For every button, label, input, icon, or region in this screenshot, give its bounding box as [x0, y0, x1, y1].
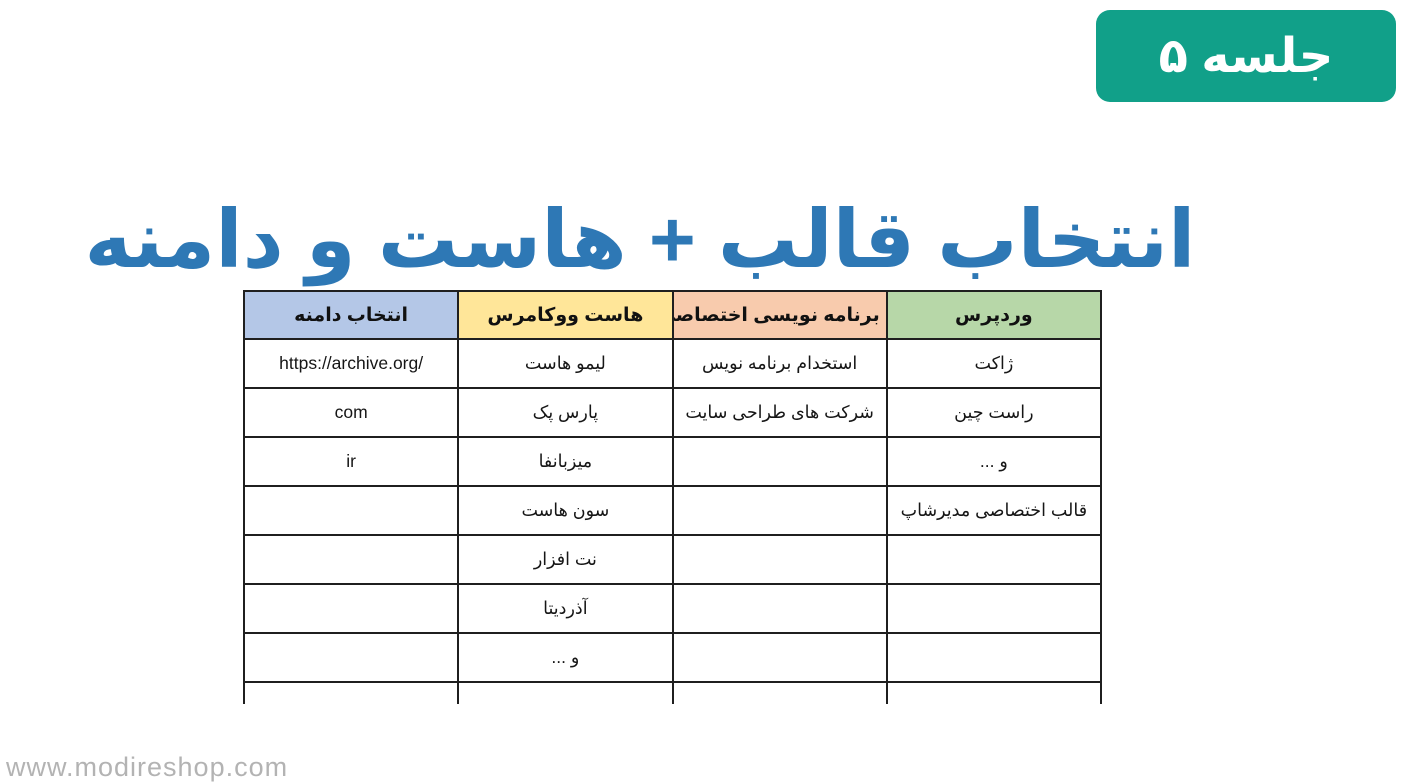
- table-header-row: وردپرس برنامه نویسی اختصاصی هاست ووکامرس…: [243, 290, 1103, 340]
- table-cell: ir: [243, 436, 460, 487]
- table-cell: لیمو هاست: [457, 338, 674, 389]
- table-cell: [243, 534, 460, 585]
- table-cell: [671, 583, 888, 634]
- table-row: راست چین شرکت های طراحی سایت پارس پک com: [243, 387, 1103, 438]
- table-cell: [671, 681, 888, 704]
- table-cell: [885, 681, 1103, 704]
- table-cell: سون هاست: [457, 485, 674, 536]
- table-row: قالب اختصاصی مدیرشاپ سون هاست: [243, 485, 1103, 536]
- table-row: و ... میزبانفا ir: [243, 436, 1103, 487]
- table-cell: [671, 436, 888, 487]
- column-header-custom-programming: برنامه نویسی اختصاصی: [671, 290, 888, 340]
- table-cell: [671, 534, 888, 585]
- comparison-table-container: وردپرس برنامه نویسی اختصاصی هاست ووکامرس…: [243, 290, 1107, 704]
- table-cell: نت افزار: [457, 534, 674, 585]
- table-cell: راست چین: [885, 387, 1103, 438]
- table-cell: استخدام برنامه نویس: [671, 338, 888, 389]
- table-cell: قالب اختصاصی مدیرشاپ: [885, 485, 1103, 536]
- table-cell: [671, 485, 888, 536]
- page-title: انتخاب قالب + هاست و دامنه: [84, 194, 1196, 284]
- column-header-wordpress: وردپرس: [885, 290, 1103, 340]
- table-cell: [885, 534, 1103, 585]
- table-row: ژاکت استخدام برنامه نویس لیمو هاست https…: [243, 338, 1103, 389]
- watermark: www.modireshop.com: [6, 752, 289, 782]
- table-row: نت افزار: [243, 534, 1103, 585]
- table-cell: [671, 632, 888, 683]
- table-cell: [243, 583, 460, 634]
- table-cell: [885, 632, 1103, 683]
- column-header-woocommerce-host: هاست ووکامرس: [457, 290, 674, 340]
- table-cell: شرکت های طراحی سایت: [671, 387, 888, 438]
- table-cell: پارس پک: [457, 387, 674, 438]
- table-cell: و ...: [885, 436, 1103, 487]
- table-cell: [885, 583, 1103, 634]
- column-header-domain-selection: انتخاب دامنه: [243, 290, 460, 340]
- table-row: و ...: [243, 632, 1103, 683]
- table-row: آذردیتا: [243, 583, 1103, 634]
- table-cell: میزبانفا: [457, 436, 674, 487]
- table-cell: com: [243, 387, 460, 438]
- table-cell: ژاکت: [885, 338, 1103, 389]
- session-badge-label: جلسه ۵: [1158, 30, 1334, 83]
- table-row-clipped: [243, 681, 1103, 704]
- table-cell: [243, 632, 460, 683]
- table-cell: و ...: [457, 632, 674, 683]
- table-cell: [243, 681, 460, 704]
- table-cell: [243, 485, 460, 536]
- session-badge: جلسه ۵: [1096, 10, 1396, 102]
- comparison-table: وردپرس برنامه نویسی اختصاصی هاست ووکامرس…: [243, 290, 1103, 704]
- table-cell: [457, 681, 674, 704]
- table-cell: https://archive.org/: [243, 338, 460, 389]
- table-cell: آذردیتا: [457, 583, 674, 634]
